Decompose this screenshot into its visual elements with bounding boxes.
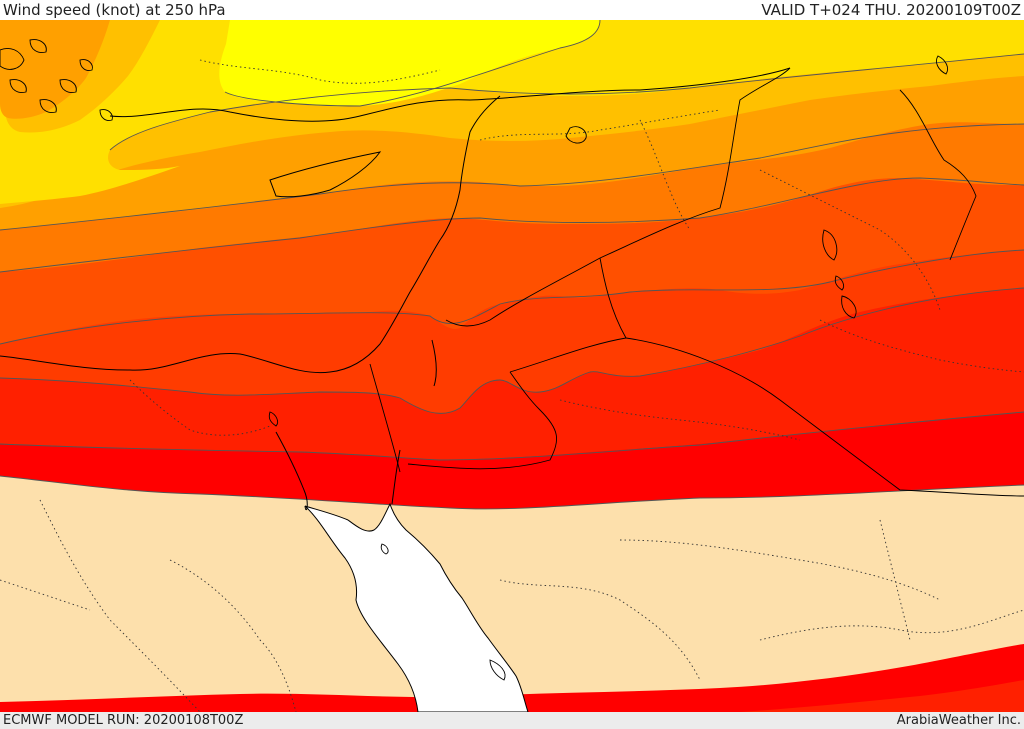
island — [39, 99, 57, 113]
admin-line — [0, 579, 91, 611]
map-footer: ECMWF MODEL RUN: 20200108T00Z ArabiaWeat… — [0, 712, 1024, 729]
border-line — [407, 371, 557, 470]
lake-urmia — [822, 229, 838, 261]
speed-contours — [0, 19, 1024, 510]
band-red-south — [0, 644, 1024, 712]
borders — [369, 67, 1024, 497]
band-orange-pocket — [0, 20, 110, 119]
border-line — [899, 89, 977, 261]
island-1 — [489, 659, 506, 681]
contour-line — [0, 475, 1024, 510]
admin-line — [819, 319, 1024, 373]
coastline-turkey — [109, 67, 791, 122]
map-title: Wind speed (knot) at 250 hPa — [3, 1, 226, 19]
island — [59, 79, 77, 93]
coastline-mediterranean — [0, 95, 501, 374]
credit-label: ArabiaWeather Inc. — [896, 713, 1021, 728]
contour-line — [0, 177, 1024, 273]
border-line — [625, 337, 1024, 497]
band-yellow — [219, 20, 600, 107]
admin-line — [559, 399, 801, 441]
map-header: Wind speed (knot) at 250 hPa VALID T+024… — [0, 0, 1024, 20]
contour-line — [0, 249, 1024, 345]
border-line — [599, 67, 791, 259]
contour-line — [0, 123, 1024, 231]
border-line — [509, 257, 627, 373]
coastline-dead-sea — [431, 339, 437, 387]
model-run-label: ECMWF MODEL RUN: 20200108T00Z — [3, 713, 244, 728]
valid-time: VALID T+024 THU. 20200109T00Z — [761, 1, 1021, 19]
admin-line — [499, 579, 701, 681]
island — [79, 59, 93, 71]
band-scarlet-south — [740, 680, 1024, 712]
water-features — [268, 55, 949, 681]
map-canvas — [0, 19, 1024, 713]
border-line — [445, 257, 601, 327]
lake-van — [565, 126, 587, 144]
island — [0, 48, 25, 70]
admin-boundaries — [0, 59, 1024, 713]
lake-sevan — [935, 55, 949, 75]
contour-line — [224, 19, 601, 107]
red-sea — [304, 502, 529, 713]
coastline-sinai — [275, 431, 308, 511]
lake-nasser — [268, 411, 279, 427]
contour-line — [0, 411, 1024, 461]
island-2 — [380, 543, 389, 555]
admin-line — [169, 559, 297, 713]
admin-line — [879, 519, 911, 641]
coastline-aqaba — [391, 449, 401, 505]
lake-tharthar — [834, 275, 845, 291]
admin-line — [479, 109, 721, 141]
lake-razzaza — [841, 295, 857, 319]
contour-line — [0, 287, 1024, 414]
island — [29, 39, 47, 53]
coastline-cyprus — [269, 151, 382, 198]
admin-line — [199, 59, 441, 84]
border-line — [369, 363, 401, 473]
island — [9, 79, 27, 93]
admin-line — [129, 379, 271, 436]
wind-speed-map — [0, 19, 1024, 713]
admin-line — [639, 119, 691, 231]
island — [99, 109, 113, 121]
coastlines — [0, 67, 791, 511]
admin-line — [39, 499, 201, 713]
admin-line — [619, 539, 941, 601]
contour-line — [109, 53, 1024, 151]
aegean-islands — [0, 39, 113, 121]
